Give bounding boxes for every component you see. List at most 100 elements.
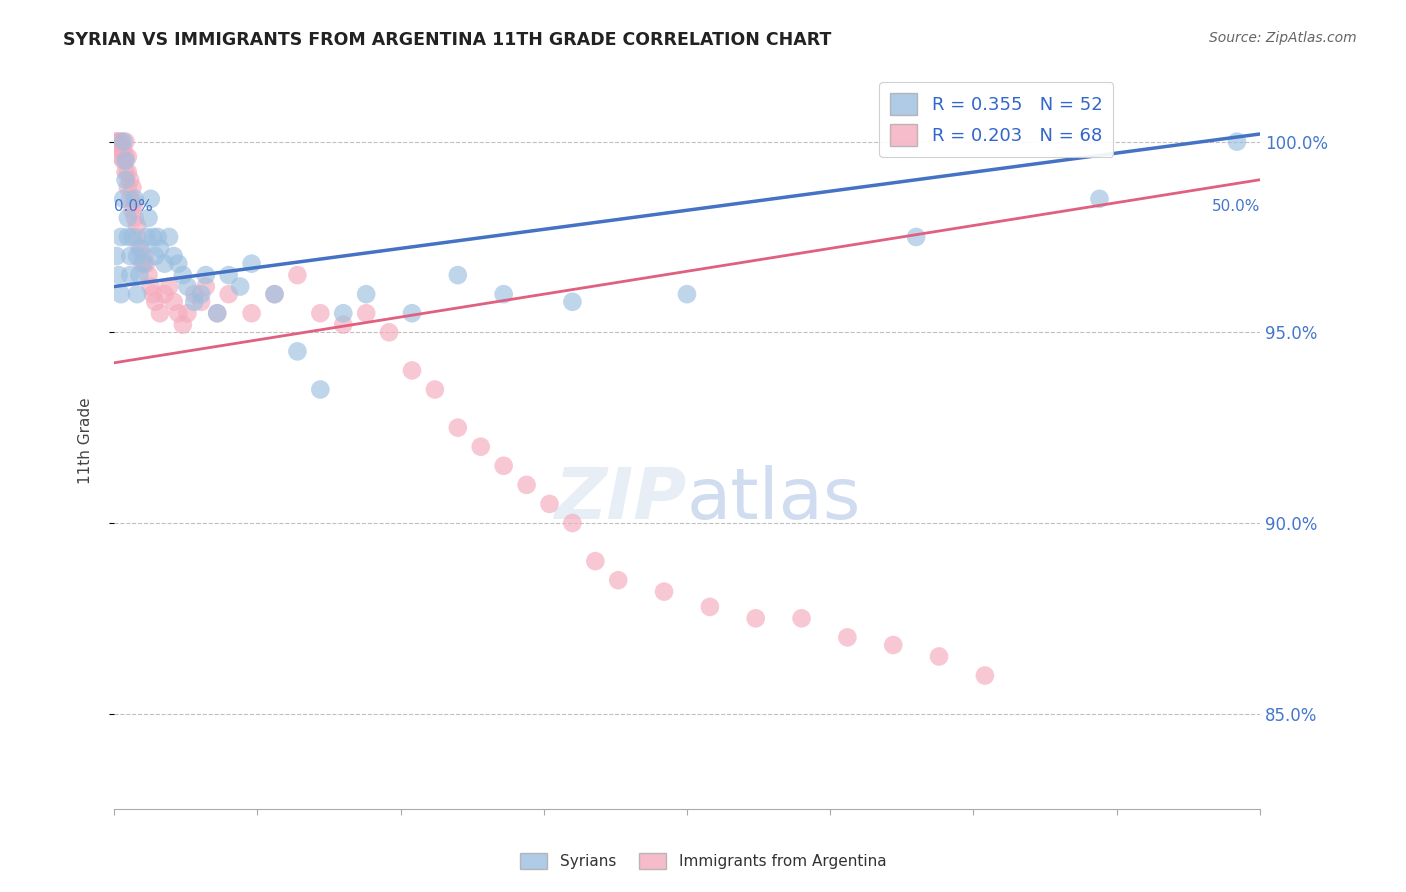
Point: [332, 318, 354, 332]
Point: [516, 478, 538, 492]
Point: [112, 192, 135, 206]
Point: [107, 268, 129, 282]
Point: [135, 230, 157, 244]
Point: [117, 211, 139, 225]
Point: [263, 287, 285, 301]
Point: [163, 249, 186, 263]
Point: [882, 638, 904, 652]
Point: [153, 257, 176, 271]
Point: [240, 257, 263, 271]
Point: [121, 180, 143, 194]
Point: [183, 294, 205, 309]
Text: 0.0%: 0.0%: [114, 199, 153, 213]
Point: [1088, 192, 1111, 206]
Point: [146, 230, 169, 244]
Point: [105, 135, 128, 149]
Point: [401, 306, 423, 320]
Point: [172, 268, 194, 282]
Point: [745, 611, 768, 625]
Point: [205, 306, 228, 320]
Text: SYRIAN VS IMMIGRANTS FROM ARGENTINA 11TH GRADE CORRELATION CHART: SYRIAN VS IMMIGRANTS FROM ARGENTINA 11TH…: [63, 31, 831, 49]
Y-axis label: 11th Grade: 11th Grade: [79, 398, 93, 484]
Point: [114, 173, 136, 187]
Point: [125, 219, 148, 233]
Point: [332, 306, 354, 320]
Point: [105, 249, 128, 263]
Point: [110, 230, 132, 244]
Point: [124, 192, 146, 206]
Point: [135, 257, 157, 271]
Point: [125, 230, 148, 244]
Point: [167, 257, 190, 271]
Point: [699, 599, 721, 614]
Point: [124, 195, 146, 210]
Point: [138, 211, 160, 225]
Point: [172, 318, 194, 332]
Point: [139, 192, 162, 206]
Point: [928, 649, 950, 664]
Point: [120, 268, 142, 282]
Point: [110, 287, 132, 301]
Point: [143, 294, 166, 309]
Point: [110, 150, 132, 164]
Point: [492, 458, 515, 473]
Point: [120, 192, 142, 206]
Point: [447, 420, 470, 434]
Point: [561, 294, 583, 309]
Point: [561, 516, 583, 530]
Legend: Syrians, Immigrants from Argentina: Syrians, Immigrants from Argentina: [513, 847, 893, 875]
Point: [176, 306, 198, 320]
Point: [157, 279, 180, 293]
Point: [309, 383, 332, 397]
Point: [240, 306, 263, 320]
Text: 50.0%: 50.0%: [1212, 199, 1260, 213]
Point: [105, 135, 128, 149]
Point: [121, 230, 143, 244]
Point: [112, 142, 135, 156]
Point: [905, 230, 928, 244]
Point: [229, 279, 252, 293]
Point: [190, 287, 212, 301]
Point: [447, 268, 470, 282]
Text: ZIP: ZIP: [555, 466, 688, 534]
Point: [143, 249, 166, 263]
Point: [163, 294, 186, 309]
Point: [157, 230, 180, 244]
Point: [110, 142, 132, 156]
Point: [117, 165, 139, 179]
Point: [470, 440, 492, 454]
Point: [110, 135, 132, 149]
Point: [263, 287, 285, 301]
Point: [837, 631, 859, 645]
Point: [309, 306, 332, 320]
Point: [114, 165, 136, 179]
Point: [354, 287, 377, 301]
Point: [287, 344, 309, 359]
Point: [120, 249, 142, 263]
Point: [125, 287, 148, 301]
Point: [117, 150, 139, 164]
Point: [112, 135, 135, 149]
Point: [218, 287, 240, 301]
Point: [205, 306, 228, 320]
Point: [114, 135, 136, 149]
Point: [107, 135, 129, 149]
Point: [132, 249, 155, 263]
Point: [287, 268, 309, 282]
Point: [124, 211, 146, 225]
Point: [125, 249, 148, 263]
Point: [176, 279, 198, 293]
Point: [218, 268, 240, 282]
Point: [114, 150, 136, 164]
Point: [183, 287, 205, 301]
Point: [107, 142, 129, 156]
Point: [676, 287, 699, 301]
Point: [167, 306, 190, 320]
Point: [132, 257, 155, 271]
Point: [139, 279, 162, 293]
Point: [142, 230, 165, 244]
Point: [149, 306, 172, 320]
Point: [354, 306, 377, 320]
Point: [138, 268, 160, 282]
Point: [149, 241, 172, 255]
